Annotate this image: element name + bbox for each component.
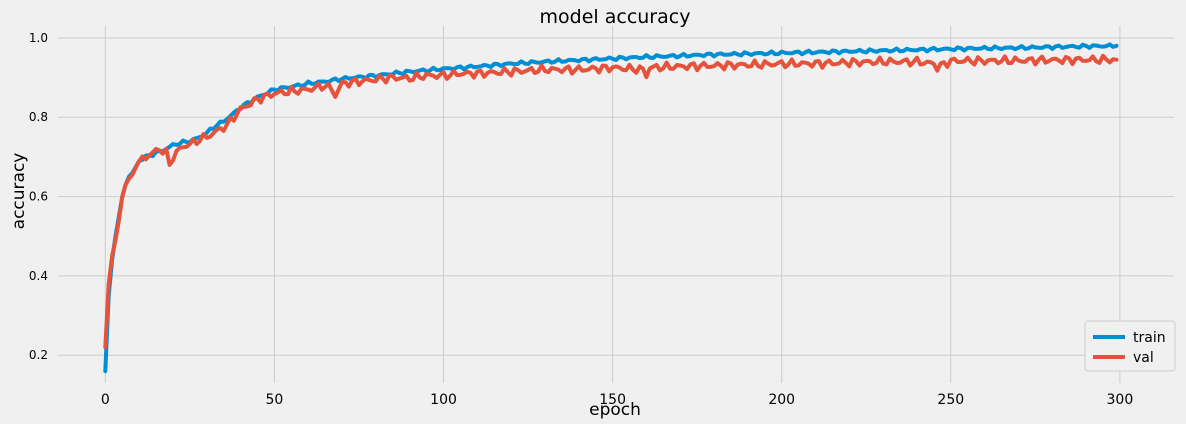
x-tick-label: 250 bbox=[937, 392, 964, 408]
y-tick-label: 0.6 bbox=[29, 190, 48, 204]
legend: train val bbox=[1084, 320, 1176, 372]
y-tick-label: 0.4 bbox=[29, 269, 48, 283]
legend-box bbox=[1084, 320, 1176, 372]
x-tick-label: 100 bbox=[430, 392, 457, 408]
x-tick-labels: 0 50 100 150 200 250 300 bbox=[101, 392, 1133, 408]
y-tick-label: 0.8 bbox=[29, 110, 48, 124]
x-tick-label: 0 bbox=[101, 392, 110, 408]
legend-label-val: val bbox=[1133, 350, 1154, 366]
x-tick-label: 300 bbox=[1107, 392, 1134, 408]
x-tick-label: 50 bbox=[266, 392, 284, 408]
y-tick-label: 0.2 bbox=[29, 348, 48, 362]
chart-title: model accuracy bbox=[540, 6, 691, 28]
series-lines bbox=[103, 42, 1119, 374]
series-line-train bbox=[103, 42, 1119, 374]
y-axis-title: accuracy bbox=[9, 153, 29, 230]
grid bbox=[58, 26, 1174, 383]
x-tick-label: 150 bbox=[599, 392, 626, 408]
legend-label-train: train bbox=[1133, 330, 1166, 346]
y-tick-label: 1.0 bbox=[29, 31, 48, 45]
series-line-val bbox=[103, 53, 1119, 350]
x-axis-title: epoch bbox=[589, 400, 641, 420]
x-tick-label: 200 bbox=[768, 392, 795, 408]
y-tick-labels: 0.2 0.4 0.6 0.8 1.0 bbox=[29, 31, 48, 362]
